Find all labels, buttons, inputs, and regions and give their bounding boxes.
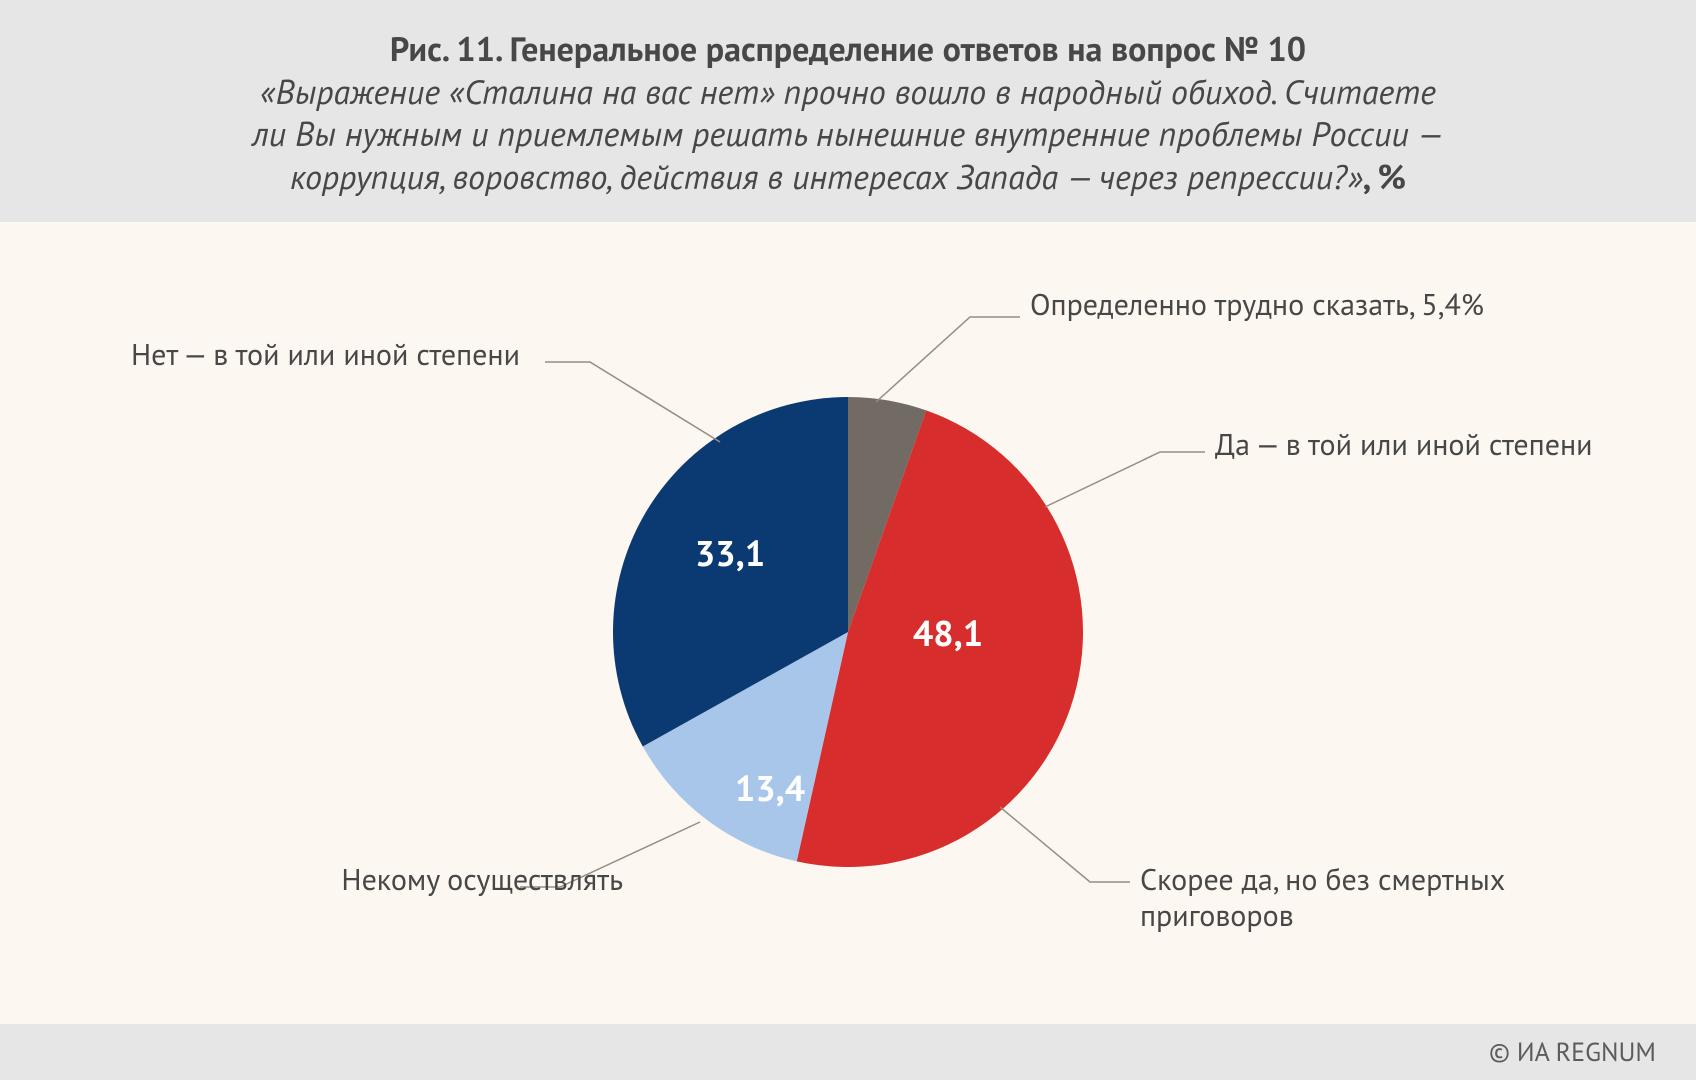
leader-no: [545, 362, 720, 442]
chart-subtitle-line2: ли Вы нужным и приемлемым решать нынешни…: [60, 113, 1636, 156]
leader-hard_to_say: [876, 317, 1020, 402]
chart-header: Рис. 11. Генеральное распределение ответ…: [0, 0, 1696, 222]
chart-subtitle-line1: «Выражение «Сталина на вас нет» прочно в…: [60, 71, 1636, 114]
slice-value-yes: 48,1: [913, 609, 983, 656]
footer-bar: © ИА REGNUM: [0, 1024, 1696, 1080]
copyright-text: © ИА REGNUM: [1489, 1036, 1656, 1069]
ext-sublabel-yes: Скорее да, но без смертных приговоров: [1140, 862, 1640, 934]
chart-subtitle-line3: коррупция, воровство, действия в интерес…: [60, 156, 1636, 199]
slice-value-no_one: 13,4: [735, 764, 805, 811]
subtitle-question: коррупция, воровство, действия в интерес…: [290, 155, 1363, 199]
subtitle-pct: , %: [1363, 155, 1406, 199]
ext-label-yes: Да — в той или иной степени: [1215, 427, 1696, 463]
pie-chart-area: 48,1 13,4 33,1 Определенно трудно сказать,…: [0, 222, 1696, 1022]
ext-label-hard_to_say: Определенно трудно сказать, 5,4%: [1030, 287, 1530, 323]
leader-yes: [1045, 452, 1205, 507]
ext-label-no: Нет — в той или иной степени: [90, 337, 520, 373]
ext-label-no_one: Некому осуществлять: [193, 862, 623, 898]
leader-sub-yes: [1000, 807, 1130, 882]
chart-title: Рис. 11. Генеральное распределение ответ…: [60, 28, 1636, 71]
slice-value-no: 33,1: [695, 529, 765, 576]
